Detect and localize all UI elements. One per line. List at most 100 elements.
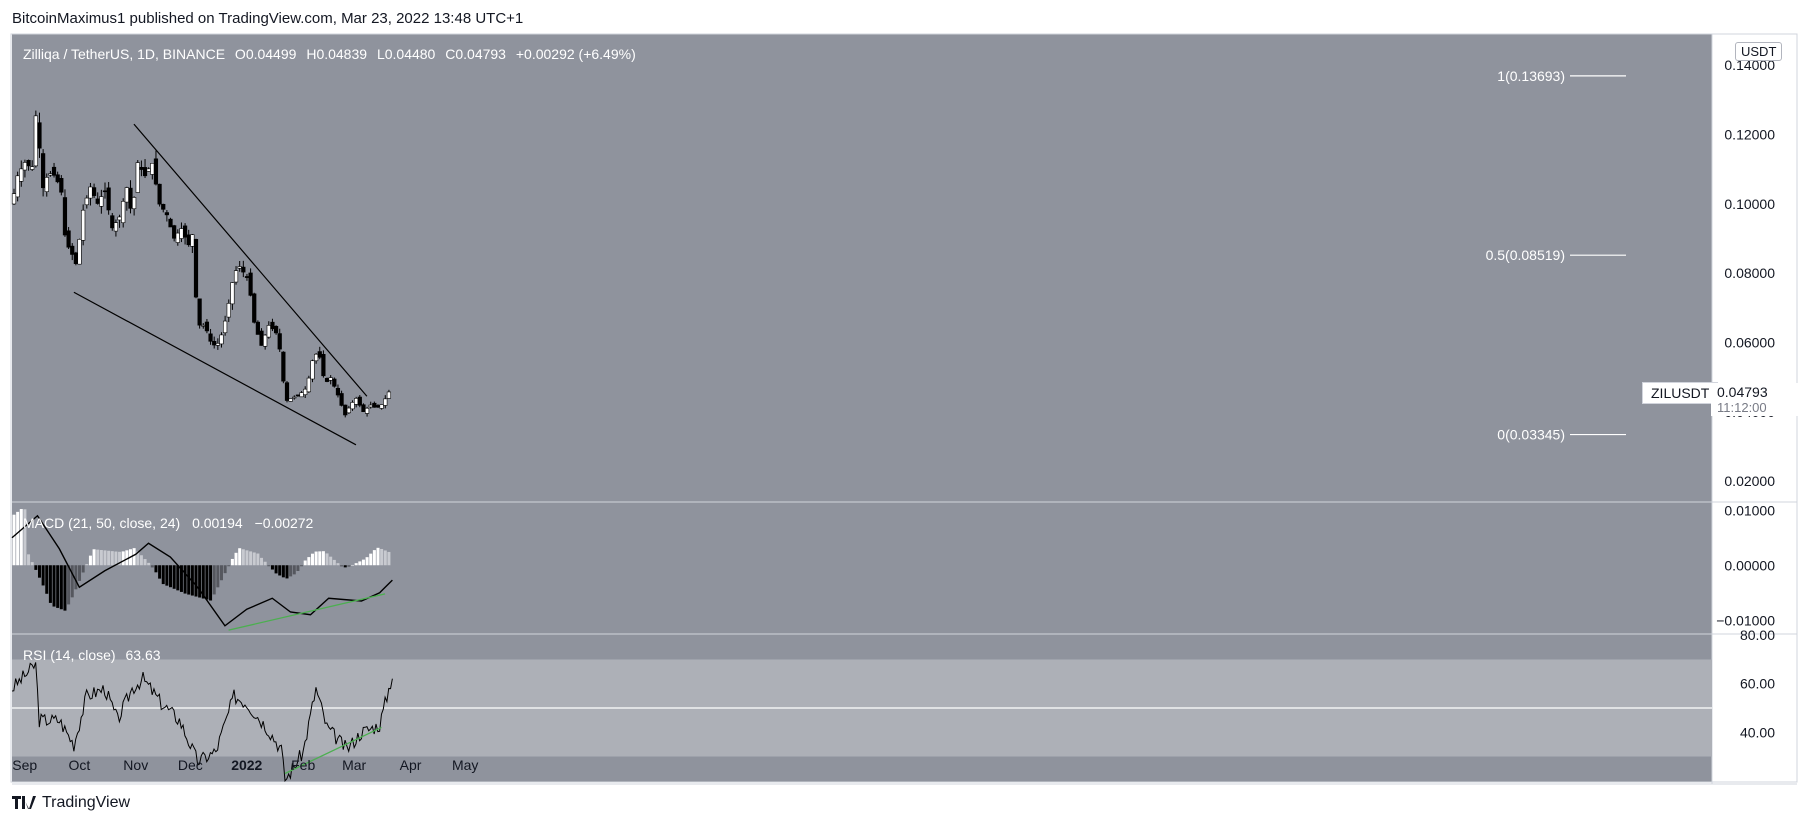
candle [106, 187, 111, 211]
candle [66, 230, 71, 248]
candle [22, 162, 28, 171]
macd-histogram-bar [110, 551, 114, 566]
candle [335, 387, 341, 396]
macd-histogram-bar [19, 509, 23, 566]
candle [132, 197, 137, 210]
candle [44, 177, 49, 192]
macd-histogram-bar [325, 553, 329, 566]
candle [204, 321, 210, 332]
candle [172, 225, 177, 239]
candle [383, 398, 388, 406]
publish-attribution: BitcoinMaximus1 published on TradingView… [12, 10, 524, 27]
price-axis-label: 0.14000 [1724, 57, 1775, 73]
candle [201, 324, 206, 327]
macd-histogram-bar [201, 565, 205, 599]
candle [375, 405, 381, 408]
macd-histogram-bar [238, 548, 242, 566]
candle [121, 201, 126, 224]
lower-trendline [73, 291, 357, 446]
candle [73, 252, 78, 264]
candle [146, 168, 151, 172]
macd-histogram-bar [147, 562, 151, 566]
candle [88, 186, 93, 199]
change-value: +0.00292 (+6.49%) [515, 46, 636, 62]
candle [244, 276, 250, 278]
macd-histogram-bar [281, 565, 285, 578]
rsi-axis-label: 40.00 [1740, 724, 1775, 740]
open-value: 0.04499 [245, 46, 297, 62]
macd-histogram-bar [99, 550, 103, 566]
fib-level-label: 1(0.13693) [1497, 68, 1565, 84]
macd-histogram-bar [121, 551, 125, 566]
candle [197, 298, 202, 326]
macd-histogram-bar [78, 565, 82, 581]
price-axis-label: 0.06000 [1724, 335, 1775, 351]
macd-histogram-bar [187, 565, 191, 595]
candle [259, 330, 264, 346]
candle [332, 378, 337, 387]
candle [77, 239, 82, 265]
macd-histogram-bar [274, 565, 278, 574]
footer-brand: TradingView [42, 794, 131, 811]
candle [284, 382, 290, 401]
fib-level-label: 0.5(0.08519) [1486, 247, 1565, 263]
last-price: 0.04793 [1717, 384, 1768, 400]
candle [215, 343, 220, 346]
macd-histogram-bar [260, 557, 264, 566]
candle [113, 222, 119, 232]
time-axis-label: Apr [400, 757, 422, 773]
candle [51, 166, 57, 176]
macd-histogram-bar [263, 561, 267, 566]
candle [95, 198, 100, 204]
macd-histogram-bar [230, 558, 234, 566]
candle [150, 162, 155, 175]
candle [248, 272, 253, 296]
macd-histogram-bar [176, 565, 180, 591]
candle [48, 173, 53, 176]
macd-histogram-bar [267, 565, 271, 567]
currency-button[interactable]: USDT [1735, 42, 1783, 61]
macd-legend: MACD (21, 50, close, 24) 0.00194 −0.0027… [23, 515, 313, 531]
high-value: 0.04839 [316, 46, 368, 62]
macd-histogram-bar [74, 565, 78, 590]
candle [99, 196, 104, 207]
fib-level-label: 0(0.03345) [1497, 427, 1565, 443]
macd-histogram-bar [132, 548, 136, 566]
candle [379, 404, 384, 409]
macd-histogram-bar [125, 550, 129, 566]
macd-histogram-bar [34, 565, 38, 570]
macd-histogram-bar [209, 565, 213, 601]
macd-axis-label: −0.01000 [1716, 612, 1775, 628]
candle [70, 245, 75, 255]
macd-histogram-bar [249, 551, 253, 566]
candle [263, 334, 268, 347]
candle [324, 378, 330, 382]
macd-histogram-bar [169, 565, 173, 588]
candle [226, 303, 231, 318]
macd-histogram-bar [139, 555, 143, 566]
candle [212, 341, 217, 346]
candle [372, 402, 377, 408]
macd-histogram-bar [194, 565, 198, 597]
candle [153, 158, 159, 185]
candle [252, 293, 257, 323]
candle [59, 178, 64, 193]
candle [364, 407, 370, 414]
candle [193, 238, 199, 298]
candle [26, 159, 31, 167]
candle [357, 396, 362, 406]
macd-line [11, 514, 393, 627]
candle [15, 175, 20, 198]
candle [339, 393, 344, 406]
macd-histogram-bar [223, 565, 227, 574]
macd-histogram-bar [365, 557, 369, 566]
macd-histogram-bar [23, 509, 27, 566]
candle [295, 394, 301, 397]
candle [33, 115, 38, 167]
macd-histogram-bar [81, 565, 85, 573]
candle [255, 321, 260, 335]
macd-histogram-bar [198, 565, 202, 598]
close-value: 0.04793 [455, 46, 506, 62]
low-value: 0.04480 [384, 46, 436, 62]
